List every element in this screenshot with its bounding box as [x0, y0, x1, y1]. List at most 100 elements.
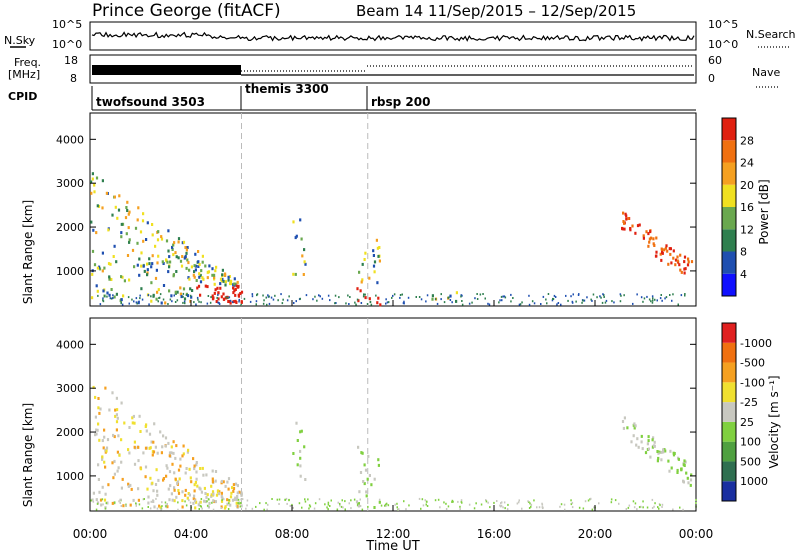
range-cell	[103, 295, 106, 298]
range-cell	[127, 226, 130, 230]
range-cell	[184, 493, 187, 497]
range-cell	[94, 433, 97, 437]
range-cell	[168, 255, 171, 259]
range-cell	[232, 483, 235, 487]
range-cell	[185, 248, 188, 252]
xtick-label: 16:00	[477, 527, 512, 541]
range-cell	[635, 443, 638, 447]
range-cell	[683, 260, 686, 264]
range-cell	[102, 289, 105, 293]
range-cell	[434, 499, 437, 502]
range-cell	[186, 258, 189, 262]
range-cell	[169, 484, 172, 488]
range-cell	[179, 286, 182, 290]
range-cell	[156, 493, 159, 497]
range-cell	[313, 507, 316, 510]
range-cell	[175, 495, 178, 499]
range-cell	[385, 502, 388, 505]
range-cell	[679, 506, 681, 509]
range-cell	[93, 263, 97, 267]
range-cell	[365, 494, 368, 498]
range-cell	[210, 494, 213, 498]
range-cell	[367, 505, 369, 508]
velocity-colorbar-label: Velocity [m s⁻¹]	[767, 375, 781, 468]
range-cell	[137, 487, 140, 491]
range-cell	[176, 481, 179, 485]
range-cell	[378, 246, 381, 249]
range-cell	[357, 445, 360, 449]
range-cell	[652, 297, 654, 300]
range-cell	[189, 294, 192, 297]
range-cell	[138, 300, 140, 303]
range-cell	[601, 301, 604, 304]
range-cell	[336, 508, 339, 511]
range-cell	[350, 507, 352, 510]
range-cell	[304, 262, 307, 266]
range-cell	[642, 500, 644, 503]
range-cell	[183, 300, 186, 303]
range-cell	[240, 303, 242, 306]
range-cell	[185, 467, 188, 470]
range-cell	[629, 228, 632, 232]
colorbar-tick-label: -1000	[740, 337, 772, 350]
range-cell	[211, 469, 214, 473]
range-cell	[115, 428, 118, 432]
range-cell	[146, 268, 149, 272]
range-cell	[334, 302, 336, 305]
range-cell	[551, 299, 554, 302]
range-cell	[142, 498, 145, 501]
range-cell	[171, 245, 174, 249]
range-cell	[528, 507, 531, 509]
colorbar-tick-label: 8	[740, 246, 747, 259]
range-cell	[181, 505, 184, 509]
range-cell	[613, 301, 615, 304]
range-cell	[144, 446, 148, 450]
range-cell	[672, 451, 675, 455]
range-cell	[443, 301, 446, 304]
xtick-label: 08:00	[275, 527, 310, 541]
range-cell	[369, 300, 372, 303]
range-cell	[329, 505, 331, 507]
range-cell	[669, 449, 672, 453]
x-axis-label: Time UT	[365, 539, 419, 554]
range-cell	[285, 497, 288, 500]
range-cell	[288, 499, 290, 502]
range-cell	[173, 499, 176, 503]
range-cell	[221, 496, 224, 500]
range-cell	[667, 262, 670, 266]
range-cell	[152, 499, 154, 502]
range-cell	[223, 498, 225, 501]
range-cell	[102, 299, 104, 302]
range-cell	[162, 298, 165, 301]
range-cell	[292, 452, 295, 455]
range-cell	[340, 505, 343, 508]
range-cell	[101, 179, 104, 183]
range-cell	[437, 498, 440, 501]
range-cell	[114, 205, 117, 209]
colorbar-segment	[722, 118, 736, 141]
range-cell	[651, 301, 654, 304]
range-cell	[133, 440, 136, 444]
range-cell	[146, 221, 149, 225]
range-cell	[530, 503, 533, 506]
range-cell	[170, 445, 173, 449]
x-axis-ticks: 00:00 04:00 08:00 12:00 16:00 20:00 00:00	[73, 300, 713, 541]
range-cell	[571, 501, 574, 504]
range-cell	[120, 505, 123, 507]
range-cell	[103, 266, 106, 270]
colorbar-tick-label: 20	[740, 179, 754, 192]
range-cell	[92, 491, 95, 495]
range-cell	[184, 255, 187, 258]
range-cell	[117, 208, 121, 212]
range-cell	[233, 289, 236, 293]
range-cell	[133, 462, 137, 466]
range-cell	[97, 478, 100, 481]
range-cell	[227, 278, 230, 282]
range-cell	[677, 303, 679, 306]
colorbar-segment	[722, 323, 736, 343]
range-cell	[655, 250, 658, 254]
ytick-label: 3000	[56, 177, 84, 190]
station-title: Prince George (fitACF)	[92, 1, 281, 21]
range-cell	[184, 471, 187, 475]
range-cell	[220, 491, 223, 495]
